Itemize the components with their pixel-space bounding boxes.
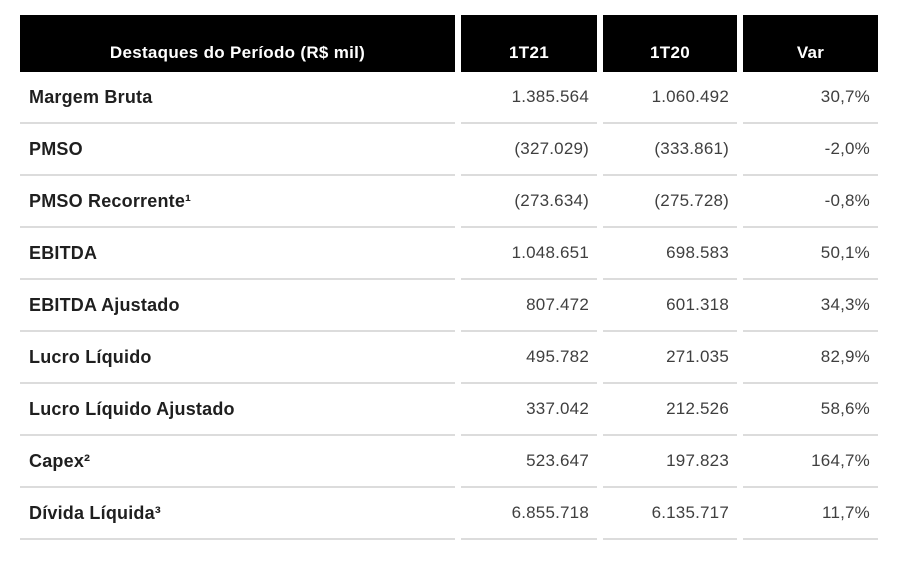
- row-label: EBITDA Ajustado: [20, 280, 455, 332]
- value-1t20: 601.318: [603, 280, 737, 332]
- row-label: Dívida Líquida³: [20, 488, 455, 540]
- value-1t21: 1.385.564: [461, 72, 597, 124]
- highlights-table: Destaques do Período (R$ mil) 1T21 1T20 …: [20, 15, 878, 540]
- header-cell-1t20: 1T20: [603, 15, 737, 72]
- table-row-ebitda: EBITDA 1.048.651 698.583 50,1%: [20, 228, 878, 280]
- value-var: 164,7%: [743, 436, 878, 488]
- row-label: Capex²: [20, 436, 455, 488]
- header-cell-var: Var: [743, 15, 878, 72]
- table-row-ebitda-ajustado: EBITDA Ajustado 807.472 601.318 34,3%: [20, 280, 878, 332]
- value-1t20: 271.035: [603, 332, 737, 384]
- value-var: 30,7%: [743, 72, 878, 124]
- table-row-divida-liquida: Dívida Líquida³ 6.855.718 6.135.717 11,7…: [20, 488, 878, 540]
- value-1t20: 698.583: [603, 228, 737, 280]
- value-1t21: 495.782: [461, 332, 597, 384]
- value-1t20: 6.135.717: [603, 488, 737, 540]
- value-1t21: 337.042: [461, 384, 597, 436]
- value-1t21: (327.029): [461, 124, 597, 176]
- row-label: PMSO: [20, 124, 455, 176]
- header-cell-1t21: 1T21: [461, 15, 597, 72]
- row-label: Lucro Líquido Ajustado: [20, 384, 455, 436]
- row-label: PMSO Recorrente¹: [20, 176, 455, 228]
- value-var: 58,6%: [743, 384, 878, 436]
- row-label: Lucro Líquido: [20, 332, 455, 384]
- value-var: -0,8%: [743, 176, 878, 228]
- value-1t20: 197.823: [603, 436, 737, 488]
- table-row-pmso: PMSO (327.029) (333.861) -2,0%: [20, 124, 878, 176]
- value-var: 34,3%: [743, 280, 878, 332]
- row-label: EBITDA: [20, 228, 455, 280]
- value-1t21: 6.855.718: [461, 488, 597, 540]
- table-row-lucro-liquido-ajustado: Lucro Líquido Ajustado 337.042 212.526 5…: [20, 384, 878, 436]
- value-var: 11,7%: [743, 488, 878, 540]
- value-1t20: (275.728): [603, 176, 737, 228]
- table-row-margem-bruta: Margem Bruta 1.385.564 1.060.492 30,7%: [20, 72, 878, 124]
- value-1t20: (333.861): [603, 124, 737, 176]
- value-1t20: 1.060.492: [603, 72, 737, 124]
- value-1t21: 523.647: [461, 436, 597, 488]
- value-1t21: 807.472: [461, 280, 597, 332]
- table-header-row: Destaques do Período (R$ mil) 1T21 1T20 …: [20, 15, 878, 72]
- header-cell-destaques: Destaques do Período (R$ mil): [20, 15, 455, 72]
- table-row-capex: Capex² 523.647 197.823 164,7%: [20, 436, 878, 488]
- table-row-lucro-liquido: Lucro Líquido 495.782 271.035 82,9%: [20, 332, 878, 384]
- table-row-pmso-recorrente: PMSO Recorrente¹ (273.634) (275.728) -0,…: [20, 176, 878, 228]
- value-var: 50,1%: [743, 228, 878, 280]
- value-var: 82,9%: [743, 332, 878, 384]
- value-1t21: (273.634): [461, 176, 597, 228]
- value-1t20: 212.526: [603, 384, 737, 436]
- value-var: -2,0%: [743, 124, 878, 176]
- row-label: Margem Bruta: [20, 72, 455, 124]
- value-1t21: 1.048.651: [461, 228, 597, 280]
